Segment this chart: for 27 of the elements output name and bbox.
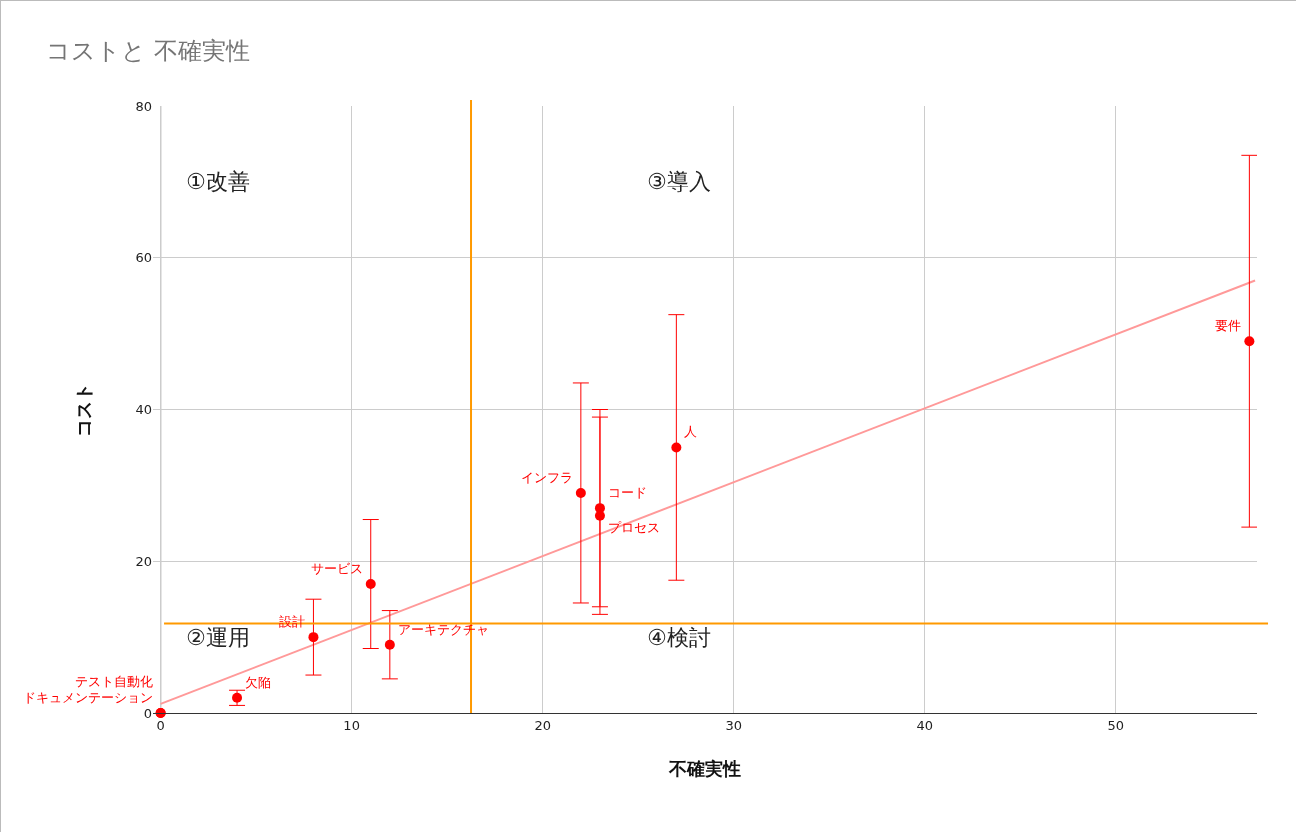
y-tick-label: 80: [135, 98, 152, 114]
chart-title: コストと 不確実性: [46, 37, 250, 66]
series-label: 欠陥: [245, 675, 271, 690]
series-label: ドキュメンテーション: [23, 690, 153, 705]
annotation: ④検討: [647, 625, 711, 650]
x-tick-label: 40: [916, 717, 933, 733]
annotation: ①改善: [186, 169, 250, 194]
series-label: コード: [608, 485, 647, 500]
annotation: ③導入: [647, 169, 711, 194]
y-tick-label: 20: [135, 553, 152, 569]
x-tick-label: 20: [534, 717, 551, 733]
y-axis-title: コスト: [72, 382, 94, 437]
x-tick-label: 10: [343, 717, 360, 733]
x-tick-label: 0: [156, 717, 165, 733]
series-label: サービス: [311, 561, 363, 576]
x-tick-label: 50: [1107, 717, 1124, 733]
x-axis-title: 不確実性: [668, 757, 741, 779]
series-label: インフラ: [521, 470, 573, 485]
series-label: 要件: [1215, 318, 1241, 333]
x-tick-label: 30: [725, 717, 742, 733]
annotation: ②運用: [186, 625, 250, 650]
y-tick-label: 40: [135, 402, 152, 418]
y-tick-label: 60: [135, 250, 152, 266]
y-tick-label: 0: [143, 705, 152, 721]
series-label: プロセス: [608, 520, 660, 535]
series-label: テスト自動化: [75, 674, 153, 689]
series-label: 人: [684, 424, 697, 439]
